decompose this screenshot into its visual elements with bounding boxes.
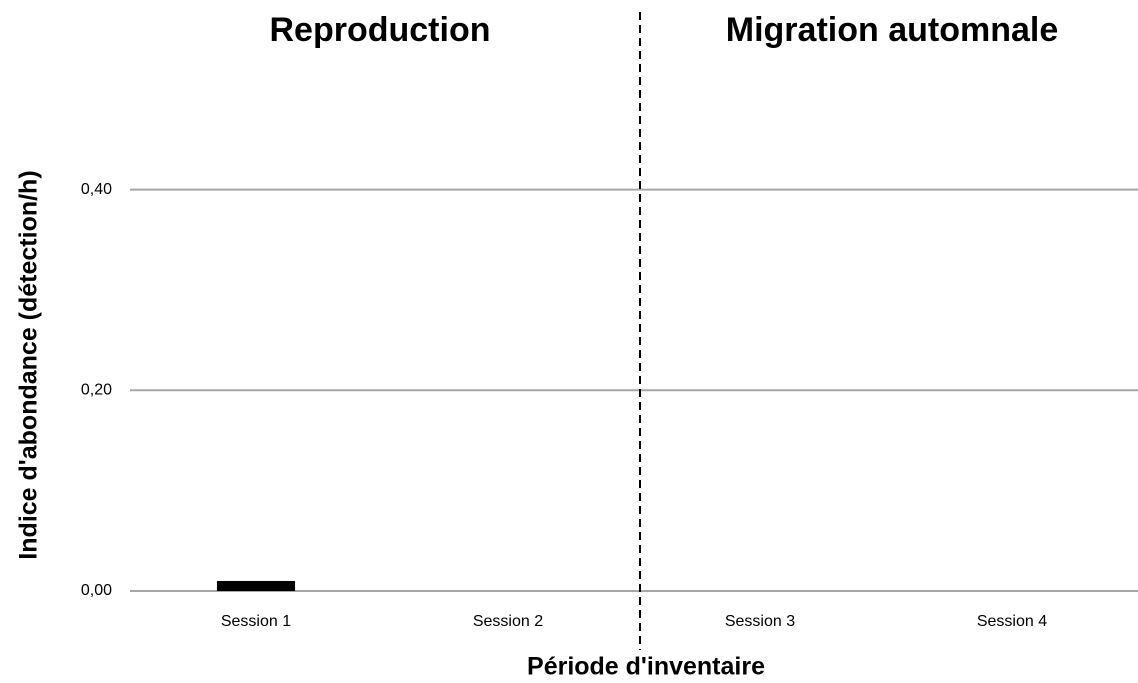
y-axis-title: Indice d'abondance (détection/h) (15, 170, 43, 559)
section-title: Reproduction (270, 11, 491, 49)
section-title: Migration automnale (726, 11, 1058, 49)
x-tick-label: Session 1 (221, 613, 291, 630)
x-axis-title: Période d'inventaire (527, 653, 765, 681)
y-tick-label: 0,00 (81, 582, 112, 599)
x-tick-label: Session 4 (977, 613, 1047, 630)
x-tick-label: Session 3 (725, 613, 795, 630)
x-tick-label: Session 2 (473, 613, 543, 630)
y-tick-label: 0,20 (81, 382, 112, 399)
bar (216, 580, 296, 591)
y-tick-label: 0,40 (81, 181, 112, 198)
